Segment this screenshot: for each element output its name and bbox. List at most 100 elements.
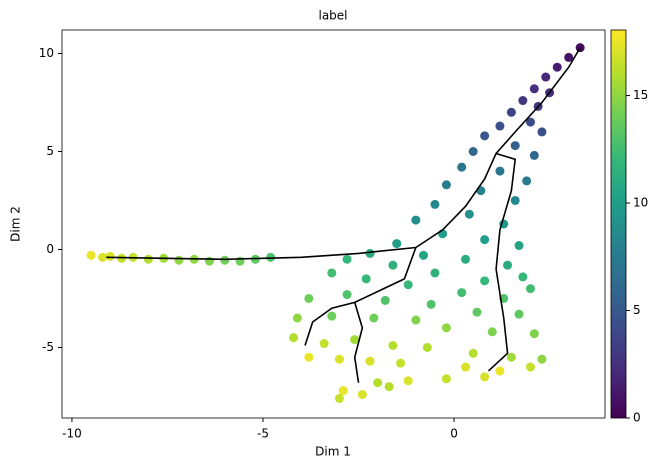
point [495,166,505,176]
point [304,293,314,303]
point [518,272,528,282]
point [525,362,535,372]
chart-title: label [318,9,347,23]
point [506,107,516,117]
point [522,176,532,186]
point [418,250,428,260]
point [529,150,539,160]
point [350,335,360,345]
point [537,354,547,364]
point [411,315,421,325]
point [525,284,535,294]
point [476,186,486,196]
trajectory [106,246,416,261]
point [373,378,383,388]
point [541,72,551,82]
point [468,348,478,358]
point [396,358,406,368]
point [334,393,344,403]
point [361,274,371,284]
y-tick-label: 5 [46,144,54,158]
x-tick-label: -5 [257,427,269,441]
trajectory [415,47,581,249]
point [411,215,421,225]
point [98,252,108,262]
point [430,199,440,209]
point [464,209,474,219]
point [441,374,451,384]
point [468,146,478,156]
x-tick-label: -10 [62,427,82,441]
point [403,376,413,386]
y-tick-label: -5 [42,340,54,354]
point [388,340,398,350]
point [327,268,337,278]
plot-frame [61,29,606,419]
point [510,195,520,205]
point [338,386,348,396]
point [441,323,451,333]
trajectory [353,302,364,383]
point [480,372,490,382]
point [537,127,547,137]
y-axis-label: Dim 2 [9,206,23,242]
point [514,309,524,319]
point [220,255,230,265]
x-tick-label: 0 [450,427,458,441]
point [426,299,436,309]
point [480,235,490,245]
point [403,280,413,290]
point [388,260,398,270]
point [289,333,299,343]
colorbar-tick-label: 15 [633,88,648,102]
point [342,290,352,300]
point [495,121,505,131]
colorbar-tick-label: 5 [633,303,641,317]
colorbar-tick-label: 0 [633,411,641,425]
point [461,254,471,264]
point [334,354,344,364]
point [503,260,513,270]
point [357,389,367,399]
point [510,141,520,151]
trajectory [487,152,517,372]
point [292,313,302,323]
point [480,131,490,141]
point [487,327,497,337]
point [472,307,482,317]
point [457,162,467,172]
y-tick-label: 10 [39,46,54,60]
point [457,288,467,298]
point [205,256,215,266]
point [105,251,115,261]
point [441,180,451,190]
point [384,382,394,392]
point [480,276,490,286]
point [564,52,574,62]
point [495,366,505,376]
point [174,255,184,265]
point [422,342,432,352]
point [529,84,539,94]
x-axis-label: Dim 1 [315,445,351,459]
point [365,356,375,366]
y-tick-label: 0 [46,242,54,256]
point [430,268,440,278]
point [86,250,96,260]
point [506,352,516,362]
point [392,239,402,249]
colorbar [610,29,627,419]
point [514,241,524,251]
colorbar-tick-label: 10 [633,196,648,210]
point [342,254,352,264]
point [525,117,535,127]
point [327,311,337,321]
point [380,295,390,305]
point [319,339,329,349]
point [518,96,528,106]
point [304,352,314,362]
point [143,254,153,264]
trajectory [304,247,417,346]
point [365,248,375,258]
